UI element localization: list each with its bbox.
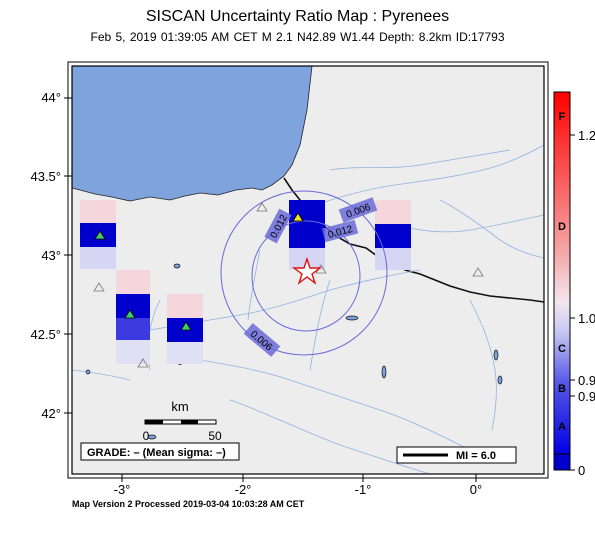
uncertainty-contours	[220, 190, 388, 356]
lat-label-44: 44°	[41, 90, 61, 105]
map-version-footer: Map Version 2 Processed 2019-03-04 10:03…	[72, 499, 305, 509]
colorbar: F D C B A 1.2 1.0 0.9 0.9 0	[553, 91, 595, 478]
grade-letter-f: F	[559, 111, 566, 123]
map-title: SISCAN Uncertainty Ratio Map : Pyrenees	[145, 8, 450, 25]
map-frame	[71, 65, 545, 475]
lon-axis: -3° -2° -1° 0°	[114, 474, 482, 497]
lon-label-minus1: -1°	[355, 482, 372, 497]
grade-box: GRADE: – (Mean sigma: –)	[80, 442, 240, 461]
scale-unit: km	[171, 399, 188, 414]
lakes	[85, 263, 503, 440]
lon-label-minus2: -2°	[235, 482, 252, 497]
mi-text: MI = 6.0	[456, 450, 496, 462]
grade-letter-c: C	[558, 343, 566, 355]
scale-start: 0	[143, 429, 150, 443]
red-star-icon	[291, 256, 323, 285]
lat-label-42: 42°	[41, 406, 61, 421]
stations	[93, 202, 484, 368]
colorbar-value-0: 0	[578, 463, 585, 478]
map-area: 0.006 0.012 0.012 0.006	[72, 66, 544, 474]
triangle-icon	[94, 230, 106, 240]
scale-end: 50	[208, 429, 222, 443]
lat-axis: 44° 43.5° 43° 42.5° 42°	[30, 90, 72, 421]
colorbar-value-0-9b: 0.9	[578, 389, 595, 404]
triangle-icon	[93, 282, 105, 292]
colorbar-value-1-2: 1.2	[578, 128, 595, 143]
grade-letter-b: B	[558, 383, 566, 395]
triangle-icon	[472, 267, 484, 277]
colorbar-value-1-0: 1.0	[578, 311, 595, 326]
grade-text: GRADE: – (Mean sigma: –)	[87, 447, 226, 459]
scale-bar: km 0 50	[143, 399, 222, 443]
triangle-icon	[180, 321, 192, 331]
uncertainty-cells	[80, 200, 411, 364]
triangle-icon	[256, 202, 268, 212]
mi-box: MI = 6.0	[396, 446, 517, 464]
lon-label-0: 0°	[470, 482, 482, 497]
triangle-icon	[137, 358, 149, 368]
map-outer-frame	[67, 61, 549, 479]
lat-label-43-5: 43.5°	[30, 169, 61, 184]
triangle-icon	[124, 309, 136, 319]
lon-label-minus3: -3°	[114, 482, 131, 497]
sea-bay-of-biscay	[72, 66, 313, 202]
triangle-icon	[292, 212, 304, 222]
event-info: Feb 5, 2019 01:39:05 AM CET M 2.1 N42.89…	[90, 30, 505, 44]
lat-label-43: 43°	[41, 248, 61, 263]
colorbar-value-0-9a: 0.9	[578, 373, 595, 388]
grade-letter-d: D	[558, 221, 566, 233]
grade-letter-a: A	[558, 421, 566, 433]
lat-label-42-5: 42.5°	[30, 327, 61, 342]
